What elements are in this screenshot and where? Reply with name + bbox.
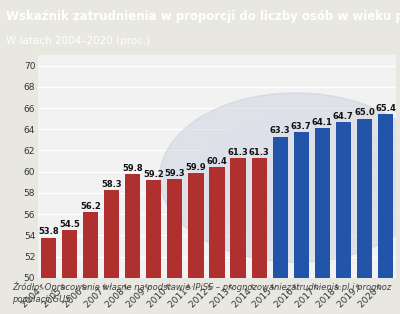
Text: 58.3: 58.3 [101, 180, 122, 188]
Bar [210, 167, 224, 278]
Circle shape [196, 115, 396, 240]
Circle shape [160, 93, 400, 262]
Text: 53.8: 53.8 [38, 227, 59, 236]
Bar [62, 230, 77, 278]
Text: Źródło: Opracowanie własne na podstawie IPiSS – prognozowaniezatrudnienia.pl i p: Źródło: Opracowanie własne na podstawie … [12, 281, 391, 304]
Text: 54.5: 54.5 [59, 220, 80, 229]
Text: 63.3: 63.3 [270, 127, 290, 135]
Text: 59.8: 59.8 [122, 164, 143, 173]
Bar [104, 190, 119, 278]
Bar [336, 122, 351, 278]
Bar [83, 212, 98, 278]
Bar [252, 158, 267, 278]
Text: 63.7: 63.7 [291, 122, 312, 131]
Bar [146, 180, 162, 278]
Text: 59.2: 59.2 [144, 170, 164, 179]
Text: 65.0: 65.0 [354, 108, 375, 117]
Text: 61.3: 61.3 [228, 148, 248, 157]
Text: 60.4: 60.4 [207, 157, 227, 166]
Bar [230, 158, 246, 278]
Text: 64.1: 64.1 [312, 118, 333, 127]
Bar [125, 174, 140, 278]
Text: 56.2: 56.2 [80, 202, 101, 211]
Text: 64.7: 64.7 [333, 111, 354, 121]
Bar [41, 238, 56, 278]
Text: Wskaźnik zatrudnienia w proporcji do liczby osób w wieku produkcyjnym: Wskaźnik zatrudnienia w proporcji do lic… [6, 10, 400, 23]
Bar [378, 114, 393, 278]
Bar [272, 137, 288, 278]
Bar [294, 133, 309, 278]
Bar [357, 119, 372, 278]
Text: W latach 2004–2020 (proc.): W latach 2004–2020 (proc.) [6, 36, 150, 46]
Text: 59.9: 59.9 [186, 163, 206, 171]
Bar [315, 128, 330, 278]
Bar [167, 179, 182, 278]
Bar [188, 173, 204, 278]
Text: 65.4: 65.4 [375, 104, 396, 113]
Text: 59.3: 59.3 [164, 169, 185, 178]
Text: 61.3: 61.3 [249, 148, 270, 157]
